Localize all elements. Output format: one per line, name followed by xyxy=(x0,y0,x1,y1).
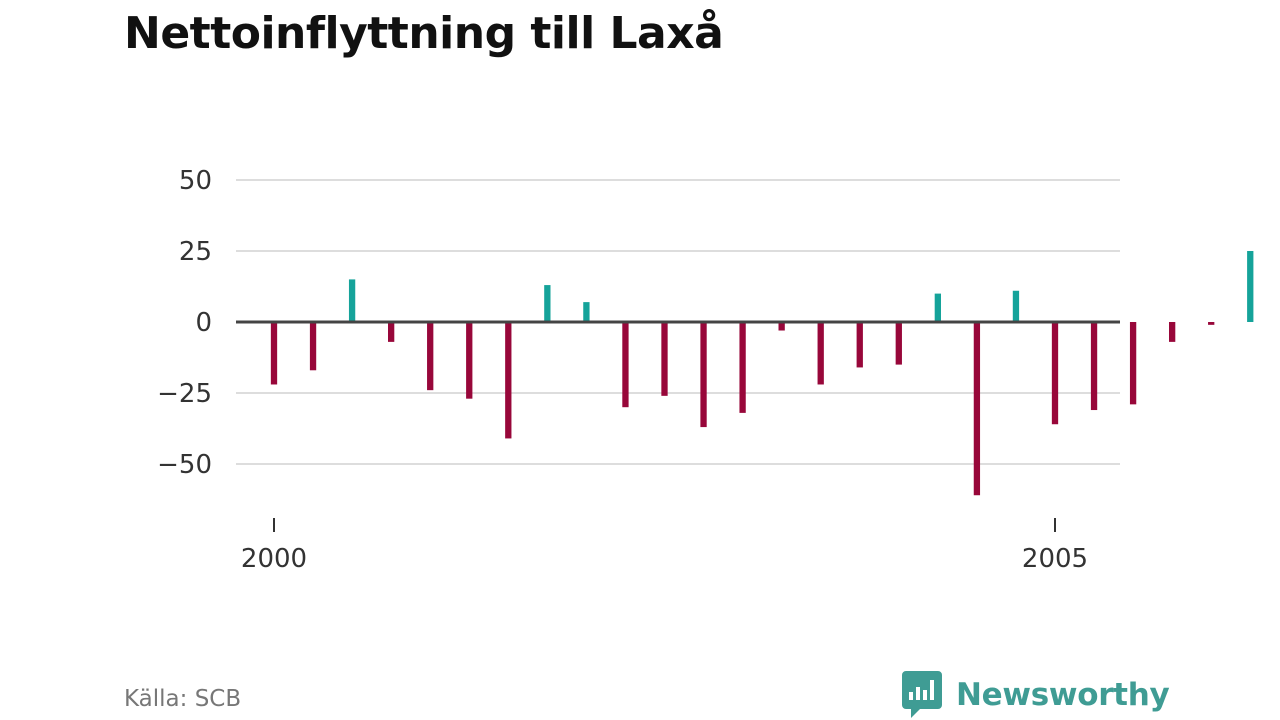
bar-negative xyxy=(973,322,981,496)
bar-negative xyxy=(1090,322,1098,411)
bar-negative xyxy=(427,322,434,391)
bar-negative xyxy=(895,322,902,365)
bar-negative xyxy=(1208,322,1215,325)
bar-positive xyxy=(544,285,551,322)
bar-positive xyxy=(934,293,941,322)
y-axis-ticks: 50 25 0 −25 −50 xyxy=(157,166,212,480)
x-tick-label: 2005 xyxy=(1022,544,1088,574)
x-tick-label: 2000 xyxy=(241,544,307,574)
bar-negative xyxy=(505,322,512,439)
bar-negative xyxy=(309,322,317,371)
bar-negative xyxy=(856,322,863,368)
bar-negative xyxy=(466,322,473,399)
y-tick-label: 0 xyxy=(195,308,212,338)
bar-negative xyxy=(661,322,668,396)
bar-negative xyxy=(778,322,785,331)
newsworthy-logo-icon xyxy=(902,671,942,718)
y-tick-label: −25 xyxy=(157,379,212,409)
bar-negative xyxy=(817,322,824,385)
bar-positive xyxy=(348,279,356,322)
source-note: Källa: SCB xyxy=(124,686,242,712)
grid-lines xyxy=(236,179,1120,465)
bars xyxy=(270,251,1254,496)
bar-negative xyxy=(700,322,707,428)
chart-title: Nettoinflyttning till Laxå xyxy=(124,8,724,59)
y-tick-label: −50 xyxy=(157,450,212,480)
bar-negative xyxy=(270,322,278,385)
brand-name: Newsworthy xyxy=(956,677,1170,713)
x-axis-ticks: 200020052010201520202025 xyxy=(241,518,1088,574)
bar-positive xyxy=(1012,290,1020,322)
y-tick-label: 25 xyxy=(179,237,212,267)
bar-negative xyxy=(1051,322,1059,425)
bar-negative xyxy=(739,322,746,413)
bar-negative xyxy=(388,322,395,342)
bar-negative xyxy=(1169,322,1176,342)
bar-positive xyxy=(1247,251,1254,322)
bar-positive xyxy=(583,302,590,322)
newsworthy-logo: Newsworthy xyxy=(902,670,1170,720)
y-tick-label: 50 xyxy=(179,166,212,196)
bar-negative xyxy=(1129,322,1137,405)
bar-negative xyxy=(622,322,629,408)
